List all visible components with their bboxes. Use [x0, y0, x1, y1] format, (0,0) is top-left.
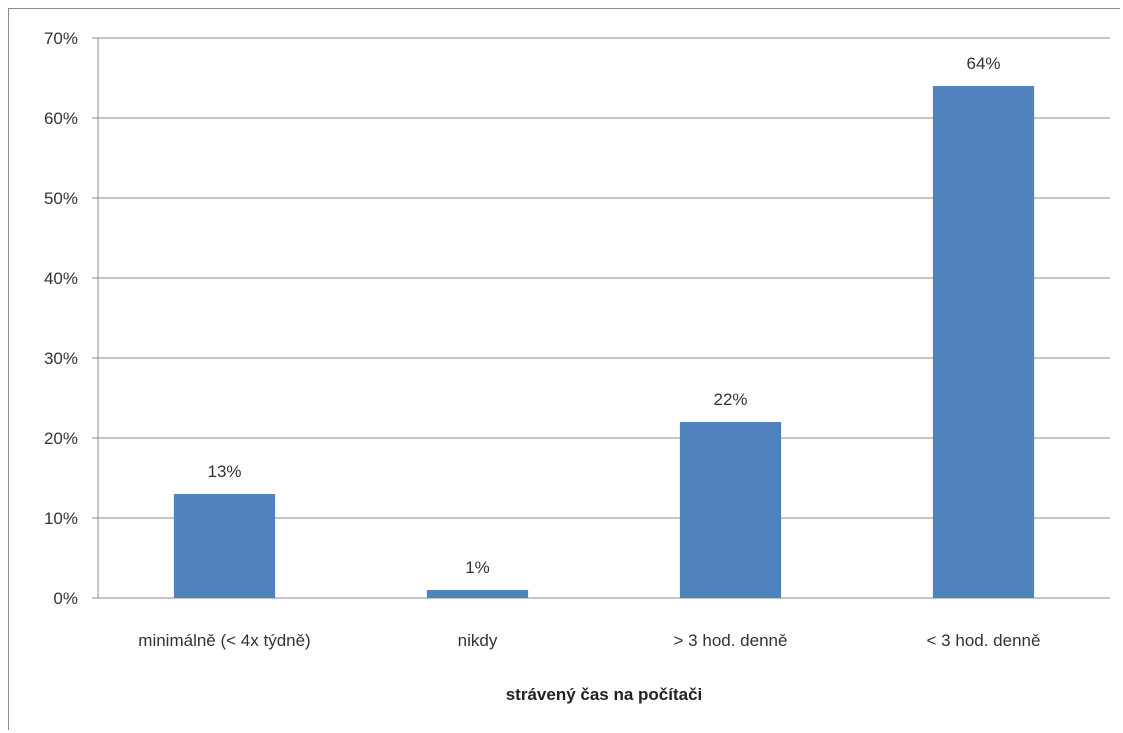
y-tick-label: 0%: [53, 589, 78, 608]
y-tick-labels: 0% 10% 20% 30% 40% 50% 60% 70%: [44, 29, 78, 608]
y-tick-label: 30%: [44, 349, 78, 368]
x-category-label: > 3 hod. denně: [674, 631, 788, 650]
bar: [679, 422, 782, 598]
bar: [173, 494, 276, 598]
y-tick-label: 70%: [44, 29, 78, 48]
y-tick-label: 40%: [44, 269, 78, 288]
chart-frame: [8, 8, 1120, 730]
data-label: 13%: [207, 462, 241, 481]
data-label: 1%: [465, 558, 490, 577]
data-label: 22%: [713, 390, 747, 409]
y-tick-label: 10%: [44, 509, 78, 528]
data-label: 64%: [966, 54, 1000, 73]
y-tick-label: 60%: [44, 109, 78, 128]
x-category-labels: minimálně (< 4x týdně) nikdy > 3 hod. denn…: [138, 631, 1040, 650]
bars: [173, 86, 1035, 598]
x-category-label: minimálně (< 4x týdně): [138, 631, 310, 650]
bar: [426, 590, 529, 598]
x-category-label: nikdy: [458, 631, 498, 650]
data-labels: 13% 1% 22% 64%: [207, 54, 1000, 577]
x-category-label: < 3 hod. denně: [927, 631, 1041, 650]
y-tick-label: 50%: [44, 189, 78, 208]
x-axis-title: strávený čas na počítači: [506, 685, 703, 704]
y-tick-label: 20%: [44, 429, 78, 448]
bar: [932, 86, 1035, 598]
